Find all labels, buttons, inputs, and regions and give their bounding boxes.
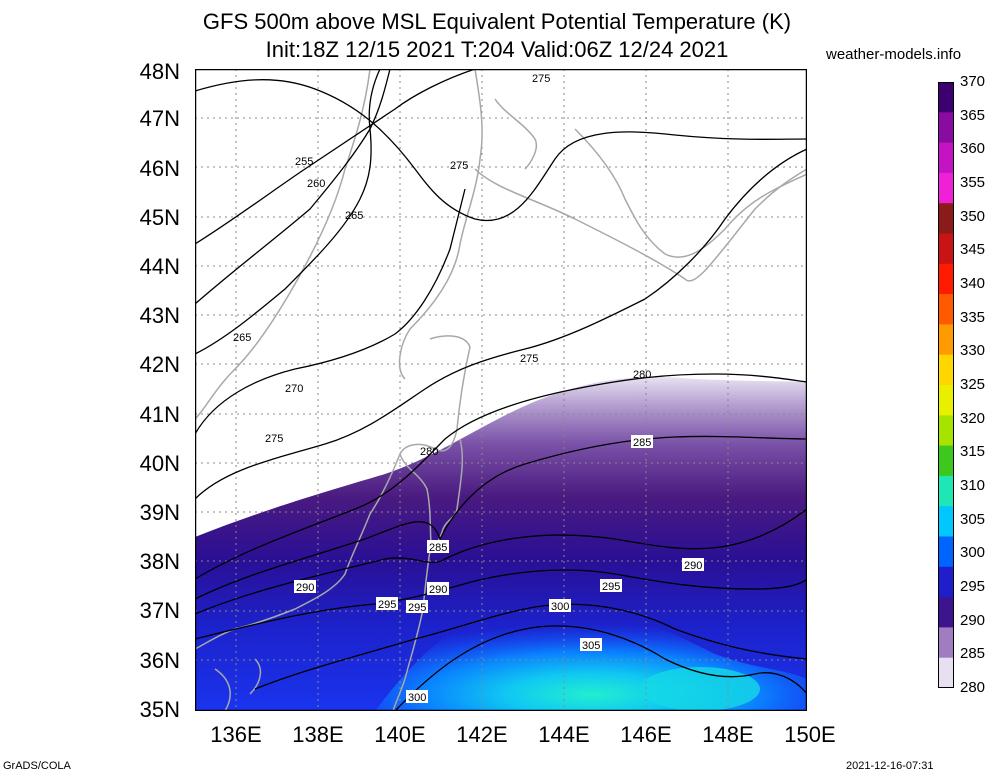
lat-label: 47N (139, 106, 180, 131)
lon-label: 150E (784, 722, 836, 747)
contour-label: 280 (633, 369, 651, 381)
contour-label: 295 (602, 581, 620, 593)
contour-label: 305 (582, 640, 600, 652)
site-name: weather-models.info (826, 46, 962, 63)
lat-label: 48N (139, 59, 180, 84)
contour-label: 295 (378, 599, 396, 611)
generation-timestamp: 2021-12-16-07:31 (846, 760, 934, 772)
colorbar-swatch (938, 657, 954, 688)
colorbar-swatch (938, 445, 954, 477)
contour-label: 265 (345, 210, 363, 222)
contour-label: 295 (408, 602, 426, 614)
colorbar-swatch (938, 354, 954, 386)
map-title: GFS 500m above MSL Equivalent Potential … (202, 9, 792, 34)
map-subtitle: Init:18Z 12/15 2021 T:204 Valid:06Z 12/2… (265, 37, 729, 62)
contour-label-group: 255 260 265 265 270 275 275 275 275 280 … (233, 73, 704, 704)
contour-label: 275 (532, 73, 550, 85)
colorbar-swatch (938, 82, 954, 113)
colorbar-label: 290 (960, 611, 986, 629)
lat-label: 45N (139, 205, 180, 230)
graticule (195, 69, 807, 711)
colorbar-swatch (938, 627, 954, 659)
contour-label: 290 (429, 584, 447, 596)
colorbar-label: 295 (960, 578, 986, 595)
colorbar-swatch (938, 233, 954, 265)
colorbar-swatch (938, 475, 954, 507)
colorbar-swatch (938, 566, 954, 598)
lat-label: 41N (139, 402, 180, 427)
colorbar-label: 345 (960, 241, 986, 259)
coastlines (195, 69, 807, 711)
map-plot-area: 255 260 265 265 270 275 275 275 275 280 … (195, 69, 807, 711)
lon-label: 144E (538, 722, 590, 747)
contour-label: 260 (307, 178, 325, 190)
contour-label: 300 (551, 601, 569, 613)
colorbar-label: 370 (960, 73, 986, 90)
colorbar-label: 360 (960, 140, 986, 158)
colorbar-swatch (938, 536, 954, 568)
lat-label: 39N (139, 500, 180, 525)
map-canvas: 255 260 265 265 270 275 275 275 275 280 … (195, 69, 807, 711)
lon-label: 140E (374, 722, 426, 747)
colorbar-label: 305 (960, 510, 986, 528)
colorbar-label: 350 (960, 207, 986, 225)
colorbar-swatch (938, 324, 954, 356)
contour-label: 275 (450, 160, 468, 172)
colorbar-label: 325 (960, 376, 986, 393)
colorbar-label: 280 (960, 679, 986, 696)
warm-pocket (640, 667, 760, 711)
colorbar-label: 320 (960, 409, 986, 427)
contour-label: 275 (520, 353, 538, 365)
colorbar-label: 300 (960, 544, 986, 562)
contour-label: 270 (285, 383, 303, 395)
colorbar-swatch (938, 385, 954, 416)
contour-lines (195, 69, 807, 711)
colorbar-swatch (938, 112, 954, 144)
colorbar-swatch (938, 142, 954, 174)
lon-label: 136E (210, 722, 262, 747)
colorbar-swatch (938, 597, 954, 628)
colorbar-label: 310 (960, 477, 986, 494)
lon-label: 148E (702, 722, 754, 747)
contour-label: 290 (296, 582, 314, 594)
colorbar-swatch (938, 506, 954, 538)
contour-label: 255 (295, 156, 313, 168)
colorbar-swatch (938, 294, 954, 325)
colorbar-swatch (938, 415, 954, 447)
colorbar-swatch (938, 263, 954, 295)
contour-label: 280 (420, 446, 438, 458)
colorbar-label: 355 (960, 174, 986, 191)
colorbar-swatch (938, 172, 954, 204)
contour-label: 275 (265, 433, 283, 445)
contour-label: 300 (408, 692, 426, 704)
contour-label: 285 (633, 437, 651, 449)
colorbar (938, 82, 954, 688)
lat-label: 36N (139, 648, 180, 673)
lat-label: 44N (139, 254, 180, 279)
lat-label: 37N (139, 598, 180, 623)
contour-label: 290 (684, 560, 702, 572)
lon-label: 138E (292, 722, 344, 747)
lon-label: 146E (620, 722, 672, 747)
lat-label: 42N (139, 352, 180, 377)
lon-label: 142E (456, 722, 508, 747)
plot-frame (195, 69, 807, 711)
lat-label: 35N (139, 697, 180, 722)
contour-label: 265 (233, 332, 251, 344)
software-credit: GrADS/COLA (3, 760, 71, 772)
lat-label: 43N (139, 303, 180, 328)
contour-label: 285 (429, 542, 447, 554)
colorbar-label: 315 (960, 443, 986, 461)
lat-label: 38N (139, 549, 180, 574)
colorbar-label: 335 (960, 308, 986, 326)
colorbar-swatch (938, 203, 954, 235)
colorbar-label: 365 (960, 106, 986, 124)
colorbar-label: 340 (960, 275, 986, 292)
colorbar-label: 285 (960, 645, 986, 663)
lat-label: 46N (139, 156, 180, 181)
colorbar-label: 330 (960, 342, 986, 360)
lat-label: 40N (139, 451, 180, 476)
